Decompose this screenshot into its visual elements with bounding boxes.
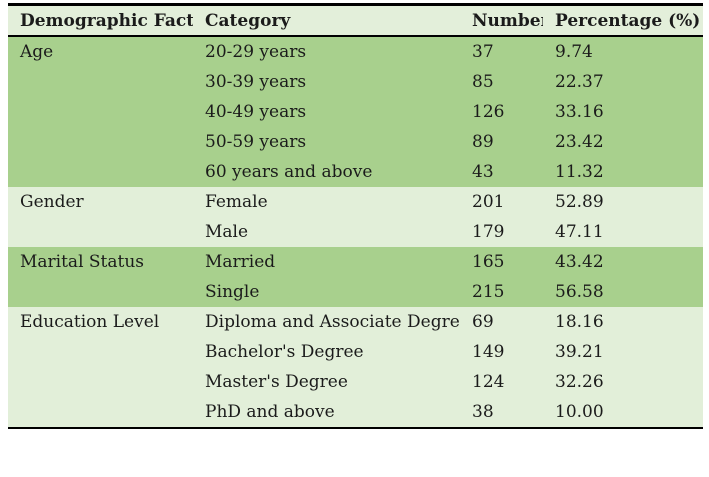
category-cell: 60 years and above <box>205 162 373 182</box>
section-gender: Gender Female 201 52.89 Male 179 47.11 <box>8 187 703 247</box>
number-cell: 126 <box>472 102 505 122</box>
col-header-number: Number <box>460 4 543 37</box>
number-cell: 149 <box>472 342 505 362</box>
factor-cell-empty <box>8 97 193 127</box>
factor-cell: Marital Status <box>20 252 145 272</box>
number-cell: 124 <box>472 372 505 392</box>
number-cell: 37 <box>472 42 494 62</box>
table-row: Gender Female 201 52.89 <box>8 187 703 217</box>
percentage-cell: 22.37 <box>555 72 604 92</box>
number-cell: 43 <box>472 162 494 182</box>
category-cell: Bachelor's Degree <box>205 342 364 362</box>
number-cell: 179 <box>472 222 505 242</box>
factor-cell-empty <box>8 337 193 367</box>
category-cell: 30-39 years <box>205 72 307 92</box>
number-cell: 38 <box>472 402 494 422</box>
factor-cell-empty <box>8 277 193 307</box>
category-cell: Female <box>205 192 268 212</box>
percentage-cell: 56.58 <box>555 282 604 302</box>
factor-cell-empty <box>8 397 193 428</box>
header-row: Demographic Factor Category Number Perce… <box>8 4 703 37</box>
section-education-level: Education Level Diploma and Associate De… <box>8 307 703 428</box>
table-row: 50-59 years 89 23.42 <box>8 127 703 157</box>
factor-cell-empty <box>8 217 193 247</box>
col-header-percentage: Percentage (%) <box>543 4 703 37</box>
table-row: 60 years and above 43 11.32 <box>8 157 703 187</box>
number-cell: 215 <box>472 282 505 302</box>
category-cell: Single <box>205 282 260 302</box>
percentage-cell: 23.42 <box>555 132 604 152</box>
table-header: Demographic Factor Category Number Perce… <box>8 4 703 37</box>
factor-cell-empty <box>8 367 193 397</box>
demographics-table: Demographic Factor Category Number Perce… <box>8 3 703 429</box>
percentage-cell: 39.21 <box>555 342 604 362</box>
percentage-cell: 33.16 <box>555 102 604 122</box>
percentage-cell: 32.26 <box>555 372 604 392</box>
col-header-category: Category <box>193 4 460 37</box>
category-cell: Diploma and Associate Degree <box>205 312 460 332</box>
factor-cell: Gender <box>20 192 84 212</box>
table-row: Single 215 56.58 <box>8 277 703 307</box>
table-row: Marital Status Married 165 43.42 <box>8 247 703 277</box>
percentage-cell: 11.32 <box>555 162 604 182</box>
number-cell: 201 <box>472 192 505 212</box>
category-cell: 50-59 years <box>205 132 307 152</box>
factor-cell-empty <box>8 157 193 187</box>
percentage-cell: 10.00 <box>555 402 604 422</box>
factor-cell-empty <box>8 67 193 97</box>
table-row: 40-49 years 126 33.16 <box>8 97 703 127</box>
table-row: PhD and above 38 10.00 <box>8 397 703 428</box>
factor-cell: Education Level <box>20 312 160 332</box>
category-cell: 40-49 years <box>205 102 307 122</box>
table-row: 30-39 years 85 22.37 <box>8 67 703 97</box>
number-cell: 69 <box>472 312 494 332</box>
factor-cell-empty <box>8 127 193 157</box>
category-cell: Master's Degree <box>205 372 348 392</box>
table-row: Bachelor's Degree 149 39.21 <box>8 337 703 367</box>
number-cell: 89 <box>472 132 494 152</box>
table-row: Age 20-29 years 37 9.74 <box>8 36 703 67</box>
table-row: Master's Degree 124 32.26 <box>8 367 703 397</box>
category-cell: Male <box>205 222 249 242</box>
section-age: Age 20-29 years 37 9.74 30-39 years 85 2… <box>8 36 703 187</box>
col-header-demographic-factor: Demographic Factor <box>8 4 193 37</box>
percentage-cell: 9.74 <box>555 42 593 62</box>
percentage-cell: 52.89 <box>555 192 604 212</box>
section-marital-status: Marital Status Married 165 43.42 Single … <box>8 247 703 307</box>
table-row: Education Level Diploma and Associate De… <box>8 307 703 337</box>
number-cell: 165 <box>472 252 505 272</box>
number-cell: 85 <box>472 72 494 92</box>
percentage-cell: 43.42 <box>555 252 604 272</box>
category-cell: PhD and above <box>205 402 335 422</box>
table-row: Male 179 47.11 <box>8 217 703 247</box>
factor-cell: Age <box>20 42 54 62</box>
percentage-cell: 47.11 <box>555 222 604 242</box>
percentage-cell: 18.16 <box>555 312 604 332</box>
category-cell: 20-29 years <box>205 42 307 62</box>
category-cell: Married <box>205 252 276 272</box>
